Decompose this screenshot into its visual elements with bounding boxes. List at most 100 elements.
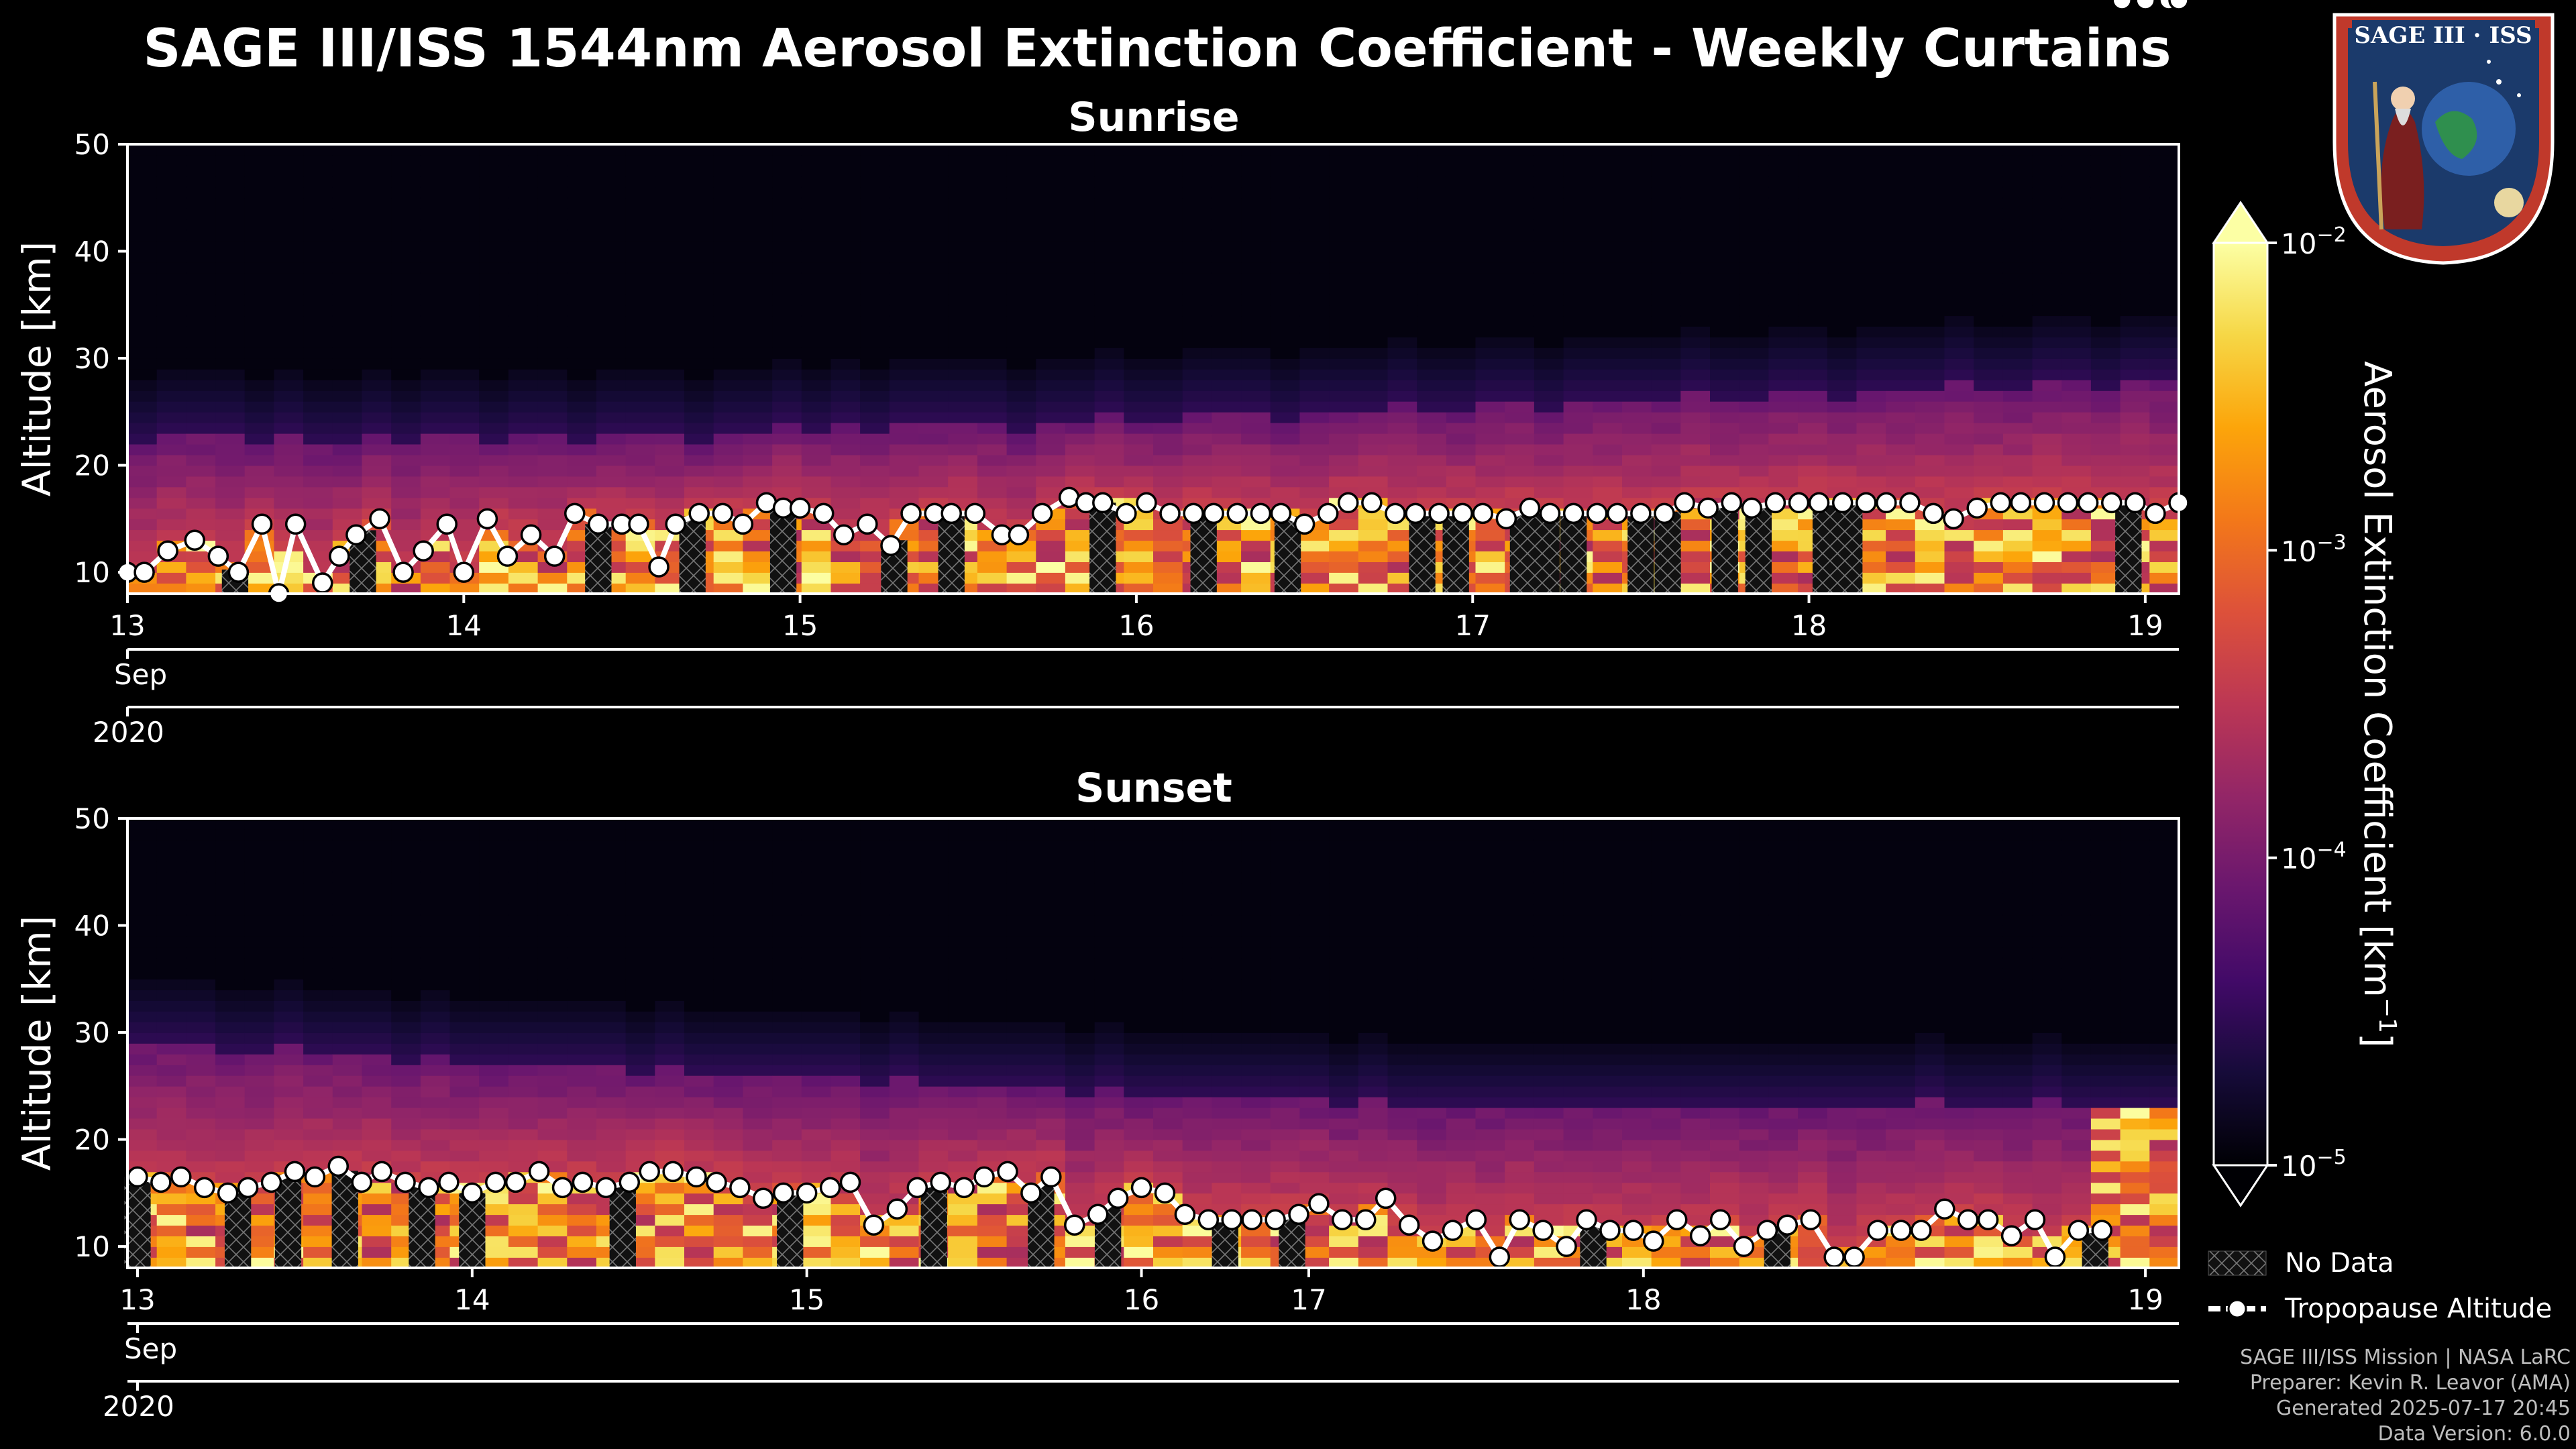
heatmap-cell [479, 1161, 509, 1173]
heatmap-cell [2002, 229, 2033, 241]
heatmap-cell [156, 240, 187, 252]
heatmap-cell [1006, 561, 1037, 573]
heatmap-cell [713, 1032, 744, 1044]
heatmap-cell [362, 1096, 392, 1108]
heatmap-cell [1212, 1096, 1242, 1108]
heatmap-cell [948, 1032, 978, 1044]
heatmap-cell [1241, 1011, 1271, 1022]
heatmap-cell [508, 893, 539, 905]
heatmap-cell [1065, 208, 1095, 220]
heatmap-cell [2032, 337, 2063, 348]
heatmap-cell [244, 1225, 275, 1236]
heatmap-cell [215, 508, 246, 520]
heatmap-cell [977, 443, 1008, 455]
heatmap-cell [303, 1118, 333, 1130]
heatmap-cell [1974, 326, 2004, 337]
heatmap-cell [2061, 283, 2092, 295]
heatmap-cell [1036, 850, 1066, 862]
heatmap-cell [743, 561, 773, 573]
heatmap-cell [1065, 476, 1095, 488]
heatmap-cell [860, 1171, 890, 1183]
heatmap-cell [918, 272, 949, 284]
heatmap-cell [1974, 219, 2004, 231]
heatmap-cell [1182, 240, 1213, 252]
heatmap-cell [860, 1139, 890, 1151]
heatmap-cell [596, 380, 627, 391]
heatmap-cell [1974, 380, 2004, 391]
heatmap-cell [1006, 433, 1037, 445]
heatmap-cell [625, 861, 656, 873]
heatmap-cell [801, 1075, 832, 1087]
heatmap-cell [713, 1096, 744, 1108]
heatmap-cell [1739, 347, 1770, 359]
heatmap-cell [1886, 380, 1916, 391]
heatmap-cell [420, 583, 451, 594]
heatmap-cell [1329, 936, 1359, 948]
heatmap-cell [713, 422, 744, 434]
heatmap-cell [1387, 829, 1417, 841]
heatmap-cell [362, 850, 392, 862]
heatmap-cell [274, 497, 304, 509]
heatmap-cell [1212, 979, 1242, 991]
heatmap-cell [1270, 1022, 1301, 1033]
heatmap-cell [1680, 443, 1711, 455]
heatmap-cell [1241, 422, 1271, 434]
heatmap-cell [567, 989, 597, 1001]
heatmap-cell [948, 454, 978, 466]
heatmap-cell [684, 829, 714, 841]
heatmap-cell [186, 947, 216, 959]
heatmap-cell [1212, 443, 1242, 455]
heatmap-cell [1329, 829, 1359, 841]
heatmap-cell [977, 561, 1008, 573]
heatmap-cell [537, 861, 568, 873]
heatmap-cell [772, 229, 802, 241]
heatmap-cell [655, 454, 685, 466]
heatmap-cell [1270, 1054, 1301, 1065]
heatmap-cell [391, 583, 421, 594]
heatmap-cell [1534, 165, 1564, 177]
heatmap-cell [684, 925, 714, 937]
heatmap-cell [1065, 1193, 1095, 1205]
heatmap-cell [1856, 251, 1886, 263]
heatmap-cell [274, 240, 304, 252]
tropopause-point [2125, 492, 2146, 514]
heatmap-cell [1827, 219, 1858, 231]
heatmap-cell [655, 305, 685, 317]
heatmap-cell [362, 989, 392, 1001]
heatmap-cell [1768, 519, 1799, 531]
heatmap-cell [772, 390, 802, 402]
heatmap-cell [1358, 936, 1389, 948]
heatmap-cell [860, 476, 890, 488]
heatmap-cell [1534, 443, 1564, 455]
heatmap-cell [1182, 904, 1213, 916]
heatmap-cell [860, 829, 890, 841]
heatmap-cell [1182, 347, 1213, 359]
tropopause-point [2077, 492, 2099, 514]
heatmap-cell [420, 497, 451, 509]
heatmap-cell [860, 272, 890, 284]
heatmap-cell [244, 411, 275, 423]
heatmap-cell [362, 411, 392, 423]
heatmap-cell [1006, 486, 1037, 498]
heatmap-cell [1153, 369, 1183, 380]
heatmap-cell [1417, 251, 1447, 263]
heatmap-cell [1534, 337, 1564, 348]
heatmap-cell [391, 390, 421, 402]
heatmap-cell [479, 294, 509, 306]
heatmap-cell [918, 165, 949, 177]
heatmap-cell [186, 925, 216, 937]
heatmap-cell [156, 1203, 187, 1216]
heatmap-cell [596, 904, 627, 916]
heatmap-cell [156, 1246, 187, 1258]
heatmap-cell [625, 272, 656, 284]
heatmap-cell [1593, 208, 1623, 220]
heatmap-cell [1358, 925, 1389, 937]
nodata-region [1711, 504, 1738, 594]
heatmap-cell [801, 850, 832, 862]
heatmap-cell [1974, 433, 2004, 445]
heatmap-cell [948, 936, 978, 948]
heatmap-cell [362, 925, 392, 937]
heatmap-cell [479, 925, 509, 937]
heatmap-cell [1944, 262, 1974, 274]
tropopause-point [133, 561, 155, 583]
